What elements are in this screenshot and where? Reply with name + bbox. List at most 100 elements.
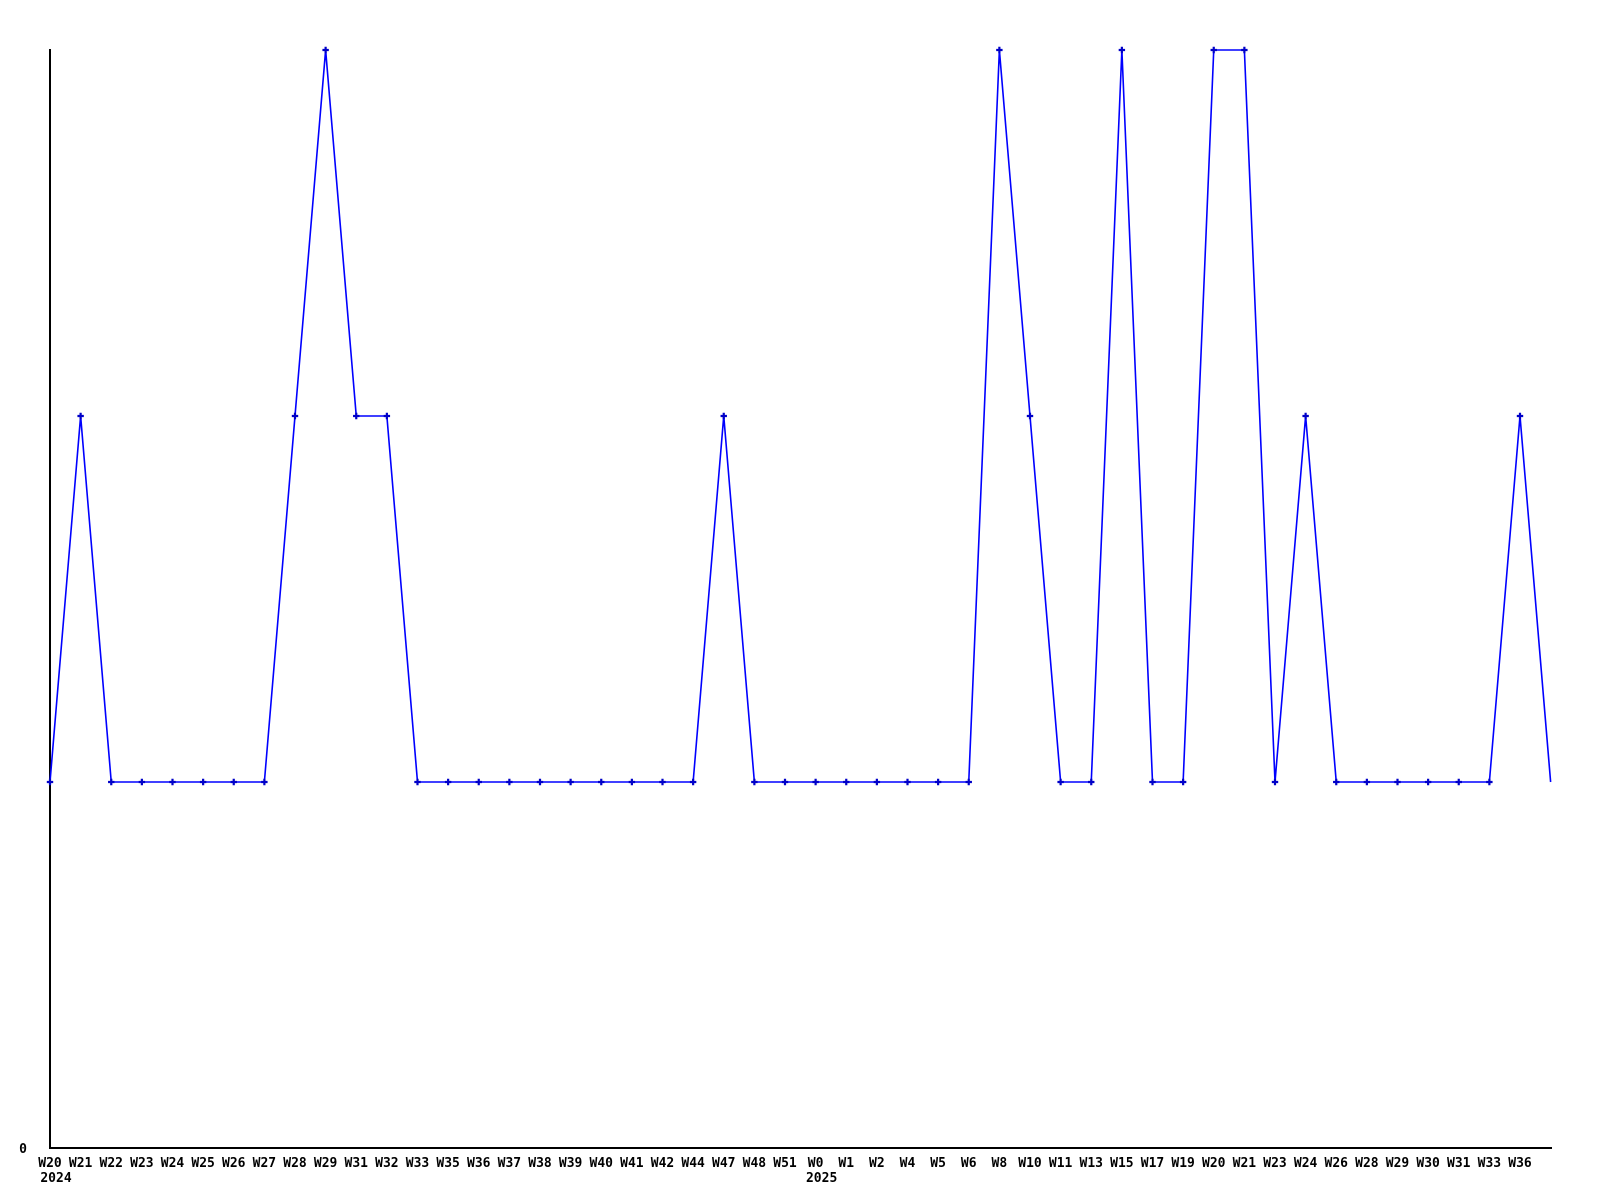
point-marker — [1486, 778, 1493, 786]
x-tick-label: W4 — [900, 1156, 916, 1171]
x-tick-label: W41 — [620, 1156, 644, 1171]
year-label: 2024 — [40, 1171, 71, 1186]
point-marker — [720, 412, 727, 420]
x-tick-label: W36 — [467, 1156, 491, 1171]
point-marker — [1455, 778, 1462, 786]
x-tick-label: W19 — [1171, 1156, 1194, 1171]
point-marker — [414, 778, 421, 786]
x-tick-label: W11 — [1049, 1156, 1073, 1171]
point-marker — [1424, 778, 1432, 786]
point-marker — [567, 778, 574, 786]
x-tick-label: W10 — [1018, 1156, 1042, 1171]
point-marker — [1363, 778, 1371, 786]
point-marker — [353, 412, 360, 420]
x-tick-label: W32 — [375, 1156, 398, 1171]
x-tick-label: W39 — [559, 1156, 582, 1171]
point-marker — [1271, 778, 1279, 786]
point-marker — [1179, 778, 1187, 786]
x-tick-label: W28 — [1355, 1156, 1379, 1171]
x-tick-label: W25 — [191, 1156, 214, 1171]
point-marker — [108, 778, 115, 786]
x-tick-label: W1 — [838, 1156, 854, 1171]
x-tick-label: W31 — [1447, 1156, 1471, 1171]
x-tick-label: W28 — [283, 1156, 307, 1171]
point-marker — [873, 778, 881, 786]
x-tick-label: W24 — [1294, 1156, 1318, 1171]
x-tick-label: W5 — [930, 1156, 946, 1171]
x-tick-label: W26 — [1325, 1156, 1349, 1171]
point-marker — [843, 778, 850, 786]
x-tick-label: W23 — [1263, 1156, 1286, 1171]
x-tick-label: W38 — [528, 1156, 552, 1171]
x-tick-label: W33 — [406, 1156, 429, 1171]
x-tick-label: W0 — [808, 1156, 824, 1171]
x-tick-label: W29 — [1386, 1156, 1409, 1171]
x-tick-label: W26 — [222, 1156, 246, 1171]
point-marker — [169, 778, 176, 786]
x-tick-label: W21 — [1233, 1156, 1257, 1171]
x-tick-label: W31 — [345, 1156, 369, 1171]
point-marker — [1088, 778, 1095, 786]
x-tick-label: W8 — [992, 1156, 1008, 1171]
point-marker — [230, 778, 237, 786]
x-tick-label: W42 — [651, 1156, 674, 1171]
point-marker — [1210, 46, 1217, 54]
x-tick-label: W30 — [1416, 1156, 1440, 1171]
point-marker — [1118, 46, 1126, 54]
point-marker — [383, 412, 391, 420]
x-tick-label: W27 — [253, 1156, 276, 1171]
point-marker — [1241, 46, 1248, 54]
x-tick-label: W37 — [498, 1156, 521, 1171]
x-tick-label: W51 — [773, 1156, 797, 1171]
point-marker — [689, 778, 697, 786]
x-tick-label: W36 — [1508, 1156, 1532, 1171]
point-marker — [77, 412, 84, 420]
x-tick-label: W6 — [961, 1156, 977, 1171]
x-tick-label: W40 — [590, 1156, 614, 1171]
y-tick-label: 0 — [19, 1142, 27, 1157]
point-marker — [1149, 778, 1156, 786]
point-marker — [261, 778, 268, 786]
point-marker — [965, 778, 972, 786]
x-tick-label: W35 — [436, 1156, 459, 1171]
point-marker — [506, 778, 513, 786]
x-tick-label: W13 — [1080, 1156, 1103, 1171]
point-marker — [444, 778, 452, 786]
x-tick-label: W33 — [1478, 1156, 1501, 1171]
x-tick-label: W20 — [38, 1156, 62, 1171]
x-tick-label: W29 — [314, 1156, 337, 1171]
point-marker — [291, 412, 299, 420]
year-label: 2025 — [806, 1171, 837, 1186]
x-tick-label: W47 — [712, 1156, 735, 1171]
point-marker — [1516, 412, 1524, 420]
point-marker — [138, 778, 146, 786]
x-tick-label: W21 — [69, 1156, 93, 1171]
point-marker — [1394, 778, 1401, 786]
point-marker — [199, 778, 207, 786]
point-marker — [1057, 778, 1064, 786]
point-marker — [781, 778, 789, 786]
point-marker — [475, 778, 482, 786]
point-marker — [322, 46, 329, 54]
point-marker — [598, 778, 605, 786]
point-marker — [904, 778, 911, 786]
point-marker — [996, 46, 1003, 54]
x-tick-label: W48 — [743, 1156, 767, 1171]
point-marker — [934, 778, 942, 786]
point-marker — [1026, 412, 1034, 420]
point-marker — [46, 778, 54, 786]
x-tick-label: W20 — [1202, 1156, 1226, 1171]
x-tick-label: W22 — [100, 1156, 123, 1171]
point-marker — [659, 778, 666, 786]
series-line — [49, 49, 1552, 783]
x-tick-label: W17 — [1141, 1156, 1164, 1171]
point-marker — [628, 778, 636, 786]
point-marker — [536, 778, 544, 786]
point-marker — [751, 778, 758, 786]
point-marker — [1302, 412, 1309, 420]
x-tick-label: W44 — [681, 1156, 705, 1171]
point-marker — [812, 778, 819, 786]
x-tick-label: W2 — [869, 1156, 885, 1171]
